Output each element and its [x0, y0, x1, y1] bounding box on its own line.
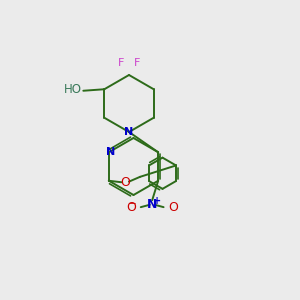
Text: −: − — [128, 199, 136, 208]
Text: +: + — [153, 196, 161, 206]
Text: O: O — [127, 201, 136, 214]
Text: N: N — [124, 127, 134, 137]
Text: N: N — [106, 147, 115, 157]
Text: HO: HO — [64, 83, 82, 96]
Text: N: N — [147, 198, 158, 211]
Text: F: F — [117, 58, 124, 68]
Text: O: O — [168, 201, 178, 214]
Text: F: F — [134, 58, 141, 68]
Text: O: O — [120, 176, 130, 189]
